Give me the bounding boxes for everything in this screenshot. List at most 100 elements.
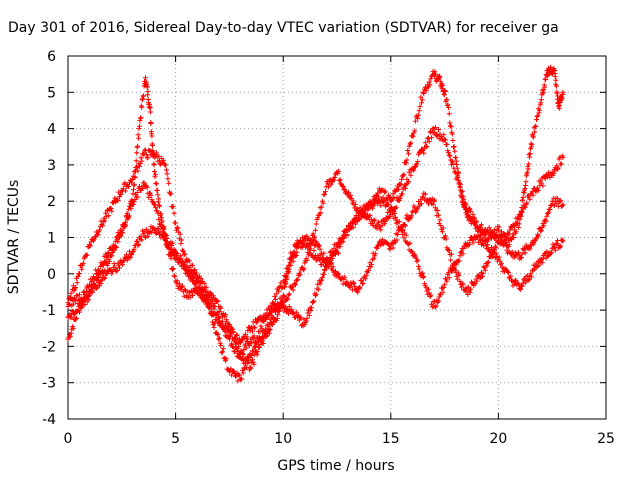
track-d-sample <box>409 248 415 254</box>
track-b-sample <box>283 281 289 287</box>
track-a-sample <box>67 333 73 339</box>
track-d-sample <box>518 286 524 292</box>
track-c-sample <box>249 353 255 358</box>
track-c-sample <box>167 252 173 257</box>
track-b-sample <box>406 169 412 175</box>
track-b-sample <box>218 305 224 311</box>
track-c-sample <box>485 259 491 265</box>
track-b-sample <box>482 226 488 232</box>
track-a-sample <box>137 123 142 129</box>
track-d-sample <box>482 239 488 245</box>
track-d-sample <box>86 293 92 299</box>
y-tick-label: 4 <box>47 122 56 138</box>
track-b-sample <box>102 218 108 224</box>
y-tick-label: 0 <box>47 267 56 283</box>
track-d-sample <box>129 252 135 258</box>
track-c-sample <box>355 289 361 295</box>
track-d-sample <box>200 293 205 299</box>
track-d-sample <box>180 260 186 266</box>
track-d-sample <box>521 277 527 283</box>
track-b-sample <box>434 133 440 139</box>
track-a-sample <box>301 266 307 272</box>
track-c-sample <box>182 287 188 293</box>
track-a-sample <box>304 257 310 263</box>
track-c-sample <box>164 244 170 250</box>
track-a-sample <box>526 161 532 167</box>
track-a-sample <box>332 175 338 180</box>
track-c-sample <box>356 284 362 290</box>
track-c-sample <box>432 197 438 203</box>
track-c-sample <box>273 291 279 297</box>
track-d-sample <box>109 271 115 277</box>
x-tick-label: 25 <box>597 431 615 447</box>
track-a-sample <box>543 77 549 83</box>
track-a-sample <box>515 225 521 230</box>
track-d-sample <box>220 319 225 325</box>
track-c-sample <box>402 223 408 229</box>
track-a-sample <box>331 177 337 183</box>
track-a-sample <box>400 173 406 179</box>
track-b-sample <box>139 158 145 164</box>
track-c-sample <box>347 284 353 290</box>
track-c-sample <box>130 202 136 207</box>
track-d-sample <box>494 254 500 259</box>
track-b-sample <box>214 298 220 304</box>
track-c-sample <box>436 212 441 218</box>
track-c-sample <box>288 262 294 268</box>
track-d-sample <box>515 281 521 287</box>
track-b-sample <box>466 205 472 211</box>
track-d-sample <box>362 211 368 217</box>
track-b-sample <box>509 249 515 255</box>
track-b-sample <box>175 225 181 231</box>
track-d-sample <box>344 232 350 238</box>
track-b-sample <box>382 219 388 224</box>
track-b-sample <box>73 285 79 290</box>
track-d-sample <box>98 281 104 287</box>
track-a-sample <box>68 330 74 336</box>
track-c-sample <box>279 285 285 291</box>
x-tick-label: 20 <box>489 431 507 447</box>
track-c-sample <box>351 280 357 286</box>
track-a-sample <box>451 144 456 150</box>
track-b-sample <box>186 258 192 264</box>
track-a-sample <box>320 200 326 206</box>
track-a-sample <box>70 325 76 331</box>
track-c-sample <box>141 180 147 186</box>
track-d-sample <box>386 202 391 208</box>
track-a-sample <box>295 276 301 282</box>
track-a-sample <box>155 192 161 198</box>
track-c-sample <box>350 279 356 285</box>
track-a-sample <box>141 93 147 99</box>
track-b-sample <box>126 184 132 189</box>
track-b-sample <box>547 207 553 212</box>
track-d-sample <box>303 318 309 324</box>
track-d-sample <box>508 273 514 279</box>
track-b-sample <box>203 285 209 291</box>
track-d-sample <box>421 273 427 279</box>
track-a-sample <box>406 151 411 157</box>
track-d-sample <box>512 277 518 283</box>
track-d-sample <box>304 315 310 321</box>
track-c-point <box>474 278 480 284</box>
track-a-point <box>538 97 544 103</box>
track-d-sample <box>496 254 502 260</box>
track-c-point <box>485 260 491 266</box>
track-d-sample <box>199 290 205 296</box>
track-d-sample <box>89 288 95 294</box>
track-c-sample <box>455 276 461 282</box>
track-b-sample <box>540 221 546 227</box>
track-b-sample <box>372 217 378 223</box>
track-d-sample <box>70 301 76 307</box>
track-d-sample <box>450 267 456 273</box>
track-c-sample <box>236 372 242 378</box>
track-b-sample <box>367 213 373 218</box>
track-d-sample <box>359 212 365 218</box>
track-b-sample <box>505 244 511 250</box>
track-a-sample <box>260 341 266 346</box>
track-a-sample <box>410 133 416 139</box>
track-a-sample <box>417 104 423 110</box>
track-d-sample <box>263 316 268 322</box>
track-b-sample <box>156 153 162 159</box>
y-tick-label: -2 <box>42 339 56 355</box>
track-a-sample <box>532 129 538 135</box>
